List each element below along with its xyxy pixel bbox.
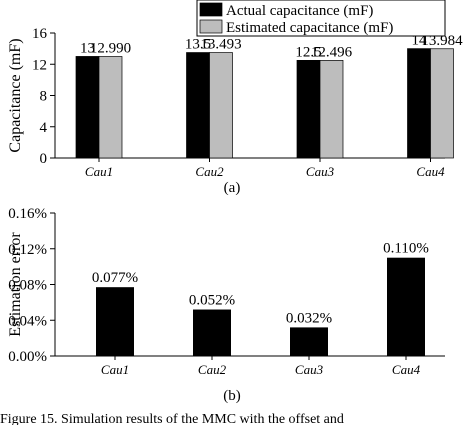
- bar: [430, 48, 454, 159]
- value-label: 0.077%: [92, 270, 138, 286]
- bar: [319, 60, 344, 159]
- y-axis-label: Estimation error: [7, 232, 24, 337]
- y-tick-label: 0.16%: [8, 206, 47, 222]
- x-tick-label: Cau4: [416, 164, 445, 179]
- panel-label: (b): [223, 388, 241, 404]
- x-tick-label: Cau3: [306, 164, 335, 179]
- legend-swatch: [199, 2, 223, 17]
- y-tick-label: 0.04%: [8, 313, 47, 329]
- x-tick-label: Cau1: [101, 362, 129, 377]
- value-label: 13.493: [200, 37, 241, 53]
- value-label: 13.5: [185, 37, 211, 53]
- y-tick-label: 12: [32, 57, 47, 73]
- legend-label: Actual capacitance (mF): [226, 3, 373, 19]
- x-tick-label: Cau1: [85, 164, 113, 179]
- y-tick-label: 0.12%: [8, 242, 47, 258]
- y-tick-label: 8: [40, 89, 48, 105]
- y-axis-label: Capacitance (mF): [7, 38, 24, 152]
- bar: [96, 287, 134, 356]
- value-label: 12.990: [90, 41, 131, 57]
- y-tick-label: 4: [40, 120, 48, 136]
- value-label: 12.5: [295, 44, 321, 60]
- value-label: 13: [80, 40, 95, 56]
- legend-swatch: [199, 19, 223, 34]
- bar: [407, 48, 431, 159]
- bar: [193, 309, 231, 356]
- value-label: 13.984: [421, 33, 463, 49]
- legend-label: Estimated capacitance (mF): [226, 20, 393, 36]
- bar: [209, 52, 233, 159]
- panel-label: (a): [224, 180, 241, 196]
- bar: [387, 257, 425, 356]
- value-label: 0.110%: [383, 241, 429, 257]
- value-label: 0.052%: [189, 293, 235, 309]
- value-label: 0.032%: [286, 310, 332, 326]
- bar: [186, 52, 210, 159]
- x-tick-label: Cau3: [295, 362, 324, 377]
- bar: [98, 56, 123, 159]
- y-tick-label: 16: [32, 26, 48, 42]
- y-tick-label: 0: [40, 151, 48, 167]
- bar: [290, 327, 328, 356]
- caption: Figure 15. Simulation results of the MMC…: [0, 412, 344, 425]
- bar: [296, 59, 321, 159]
- bar: [75, 56, 100, 159]
- value-label: 14: [412, 33, 428, 49]
- x-tick-label: Cau4: [392, 362, 421, 377]
- value-label: 12.496: [311, 44, 353, 60]
- y-tick-label: 0.08%: [8, 278, 47, 294]
- legend-box: [196, 0, 446, 37]
- y-tick-label: 0.00%: [8, 349, 47, 365]
- x-tick-label: Cau2: [195, 164, 224, 179]
- x-tick-label: Cau2: [198, 362, 227, 377]
